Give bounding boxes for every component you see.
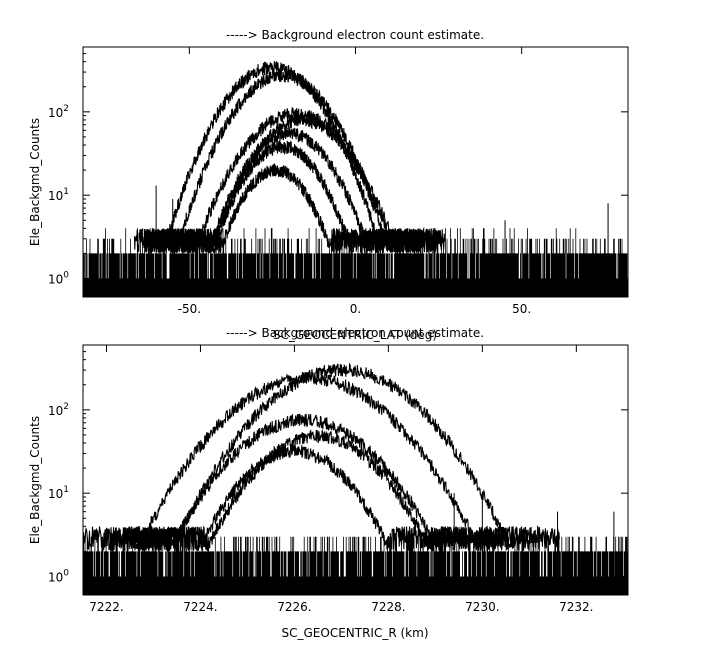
series-0 bbox=[122, 362, 560, 552]
x-axis: 7222. 7224. 7226. 7228. 7230. 7232. bbox=[87, 345, 615, 614]
chart-radius: -----> Background electron count estimat… bbox=[28, 326, 629, 640]
x-axis-label: SC_GEOCENTRIC_R (km) bbox=[282, 626, 429, 640]
series-1 bbox=[143, 69, 422, 254]
x-tick-label-0: -50. bbox=[178, 302, 201, 316]
y-tick-label-1: 101 bbox=[48, 187, 69, 203]
y-tick-label-2: 102 bbox=[48, 104, 69, 120]
x-tick-label-5: 7232. bbox=[559, 600, 593, 614]
series-6 bbox=[168, 163, 383, 254]
series-0 bbox=[133, 61, 412, 255]
y-tick-label-0: 100 bbox=[48, 271, 69, 287]
x-tick-label-1: 7224. bbox=[183, 600, 217, 614]
x-axis-label: SC_GEOCENTRIC_LAT (deg) bbox=[273, 328, 437, 342]
chart-title: -----> Background electron count estimat… bbox=[226, 28, 484, 42]
y-tick-label-1: 101 bbox=[48, 485, 69, 501]
x-axis: -50. 0. 50. bbox=[89, 47, 622, 316]
plot-area bbox=[83, 362, 628, 595]
x-tick-label-2: 7226. bbox=[277, 600, 311, 614]
y-axis: 100 101 102 bbox=[48, 344, 628, 596]
x-tick-label-2: 50. bbox=[512, 302, 531, 316]
y-tick-label-0: 100 bbox=[48, 569, 69, 585]
y-axis-label: Ele_Backgmd_Counts bbox=[28, 416, 42, 544]
series-1 bbox=[83, 371, 535, 552]
chart-latitude: -----> Background electron count estimat… bbox=[28, 28, 629, 342]
y-axis-label: Ele_Backgmd_Counts bbox=[28, 118, 42, 246]
x-tick-label-4: 7230. bbox=[465, 600, 499, 614]
x-tick-label-1: 0. bbox=[350, 302, 361, 316]
background-noise bbox=[83, 228, 628, 297]
x-tick-label-3: 7228. bbox=[371, 600, 405, 614]
x-tick-label-0: 7222. bbox=[89, 600, 123, 614]
chart-title: -----> Background electron count estimat… bbox=[226, 326, 484, 340]
plot-area bbox=[83, 61, 628, 297]
series-4 bbox=[128, 445, 461, 552]
y-tick-label-2: 102 bbox=[48, 402, 69, 418]
plot-frame bbox=[82, 344, 629, 596]
background-noise bbox=[83, 536, 628, 595]
